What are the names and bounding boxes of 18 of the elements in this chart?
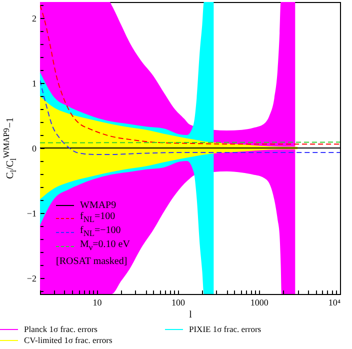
y-tick-label: 0 (32, 144, 37, 154)
legend-label: PIXIE 1σ frac. errors (189, 324, 262, 335)
legend-label: WMAP9 (80, 200, 116, 211)
x-tick-label: 10⁴ (328, 298, 340, 308)
y-tick-label: 2 (32, 14, 36, 24)
x-tick-label: 10 (92, 298, 102, 308)
y-tick-label: −2 (26, 273, 36, 284)
legend-label: Planck 1σ frac. errors (24, 324, 98, 335)
y-tick-label: 1 (32, 78, 36, 89)
x-tick-label: 100 (172, 298, 186, 308)
legend-label: f$_{NL}$=−100 (80, 225, 121, 239)
annotation: [ROSAT masked] (56, 256, 128, 267)
legend-label: M$_{ν}$=0.10 eV (80, 239, 130, 253)
x-tick-label: 1000 (250, 298, 269, 308)
x-axis-title: l (189, 310, 192, 320)
legend-label: CV-limited 1σ frac. errors (24, 335, 112, 346)
y-tick-label: −1 (26, 208, 36, 218)
legend-label: f$_{NL}$=100 (80, 211, 116, 225)
